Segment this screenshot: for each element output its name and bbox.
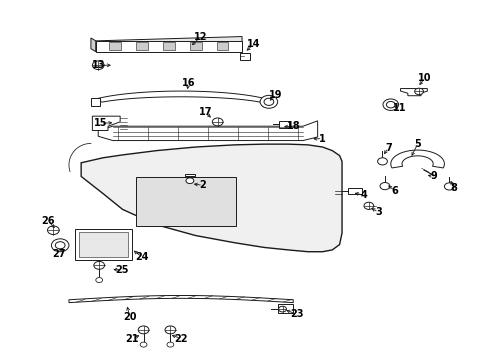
- Circle shape: [260, 95, 277, 108]
- Text: 21: 21: [125, 333, 139, 343]
- Circle shape: [363, 202, 373, 210]
- Text: 12: 12: [193, 32, 207, 41]
- Text: 14: 14: [246, 40, 260, 49]
- FancyBboxPatch shape: [136, 177, 236, 226]
- Text: 8: 8: [450, 183, 457, 193]
- Circle shape: [138, 326, 149, 334]
- Text: 27: 27: [52, 248, 66, 258]
- Text: 19: 19: [268, 90, 282, 100]
- Polygon shape: [109, 42, 121, 50]
- Text: 10: 10: [417, 73, 431, 83]
- Circle shape: [96, 278, 102, 283]
- Text: 16: 16: [182, 78, 195, 88]
- Text: 5: 5: [413, 139, 420, 149]
- Circle shape: [386, 102, 394, 108]
- Circle shape: [92, 61, 104, 69]
- Polygon shape: [81, 144, 341, 252]
- Circle shape: [94, 261, 104, 269]
- Polygon shape: [95, 91, 266, 102]
- Polygon shape: [163, 42, 174, 50]
- FancyBboxPatch shape: [79, 231, 128, 257]
- Polygon shape: [98, 121, 317, 140]
- Text: 25: 25: [115, 265, 128, 275]
- Text: 11: 11: [392, 103, 406, 113]
- Text: 22: 22: [174, 333, 187, 343]
- Circle shape: [444, 183, 453, 190]
- Text: 1: 1: [319, 134, 325, 144]
- FancyBboxPatch shape: [277, 305, 293, 314]
- FancyBboxPatch shape: [262, 98, 271, 105]
- FancyBboxPatch shape: [184, 174, 194, 176]
- Circle shape: [140, 342, 147, 347]
- Text: 17: 17: [198, 107, 212, 117]
- FancyBboxPatch shape: [239, 53, 250, 60]
- Text: 7: 7: [384, 143, 391, 153]
- Text: 3: 3: [374, 207, 381, 217]
- Circle shape: [55, 242, 65, 249]
- Text: 26: 26: [41, 216, 55, 226]
- Polygon shape: [96, 41, 242, 51]
- Circle shape: [264, 98, 273, 105]
- Circle shape: [47, 226, 59, 234]
- Polygon shape: [390, 150, 444, 168]
- Text: 6: 6: [390, 186, 397, 196]
- Circle shape: [379, 183, 389, 190]
- Circle shape: [414, 88, 423, 95]
- Polygon shape: [400, 89, 427, 96]
- Circle shape: [278, 306, 286, 312]
- Circle shape: [377, 158, 386, 165]
- Text: 18: 18: [286, 121, 300, 131]
- Text: 2: 2: [199, 180, 206, 190]
- Polygon shape: [69, 296, 293, 303]
- Polygon shape: [91, 38, 96, 51]
- FancyBboxPatch shape: [90, 98, 100, 105]
- Text: 9: 9: [429, 171, 436, 181]
- Polygon shape: [189, 42, 201, 50]
- Text: 15: 15: [94, 118, 107, 128]
- Text: 23: 23: [290, 310, 303, 319]
- Circle shape: [382, 99, 398, 111]
- Circle shape: [185, 178, 193, 184]
- Polygon shape: [136, 42, 148, 50]
- Text: 4: 4: [360, 190, 366, 200]
- Text: 20: 20: [123, 312, 136, 322]
- FancyBboxPatch shape: [278, 121, 289, 128]
- Circle shape: [166, 342, 173, 347]
- Polygon shape: [92, 116, 120, 131]
- Text: 13: 13: [91, 60, 105, 70]
- Polygon shape: [216, 42, 228, 50]
- Circle shape: [212, 118, 223, 126]
- Circle shape: [164, 326, 175, 334]
- FancyBboxPatch shape: [75, 229, 132, 260]
- FancyBboxPatch shape: [347, 188, 361, 194]
- Polygon shape: [96, 37, 242, 51]
- Text: 24: 24: [135, 252, 148, 262]
- Circle shape: [51, 239, 69, 252]
